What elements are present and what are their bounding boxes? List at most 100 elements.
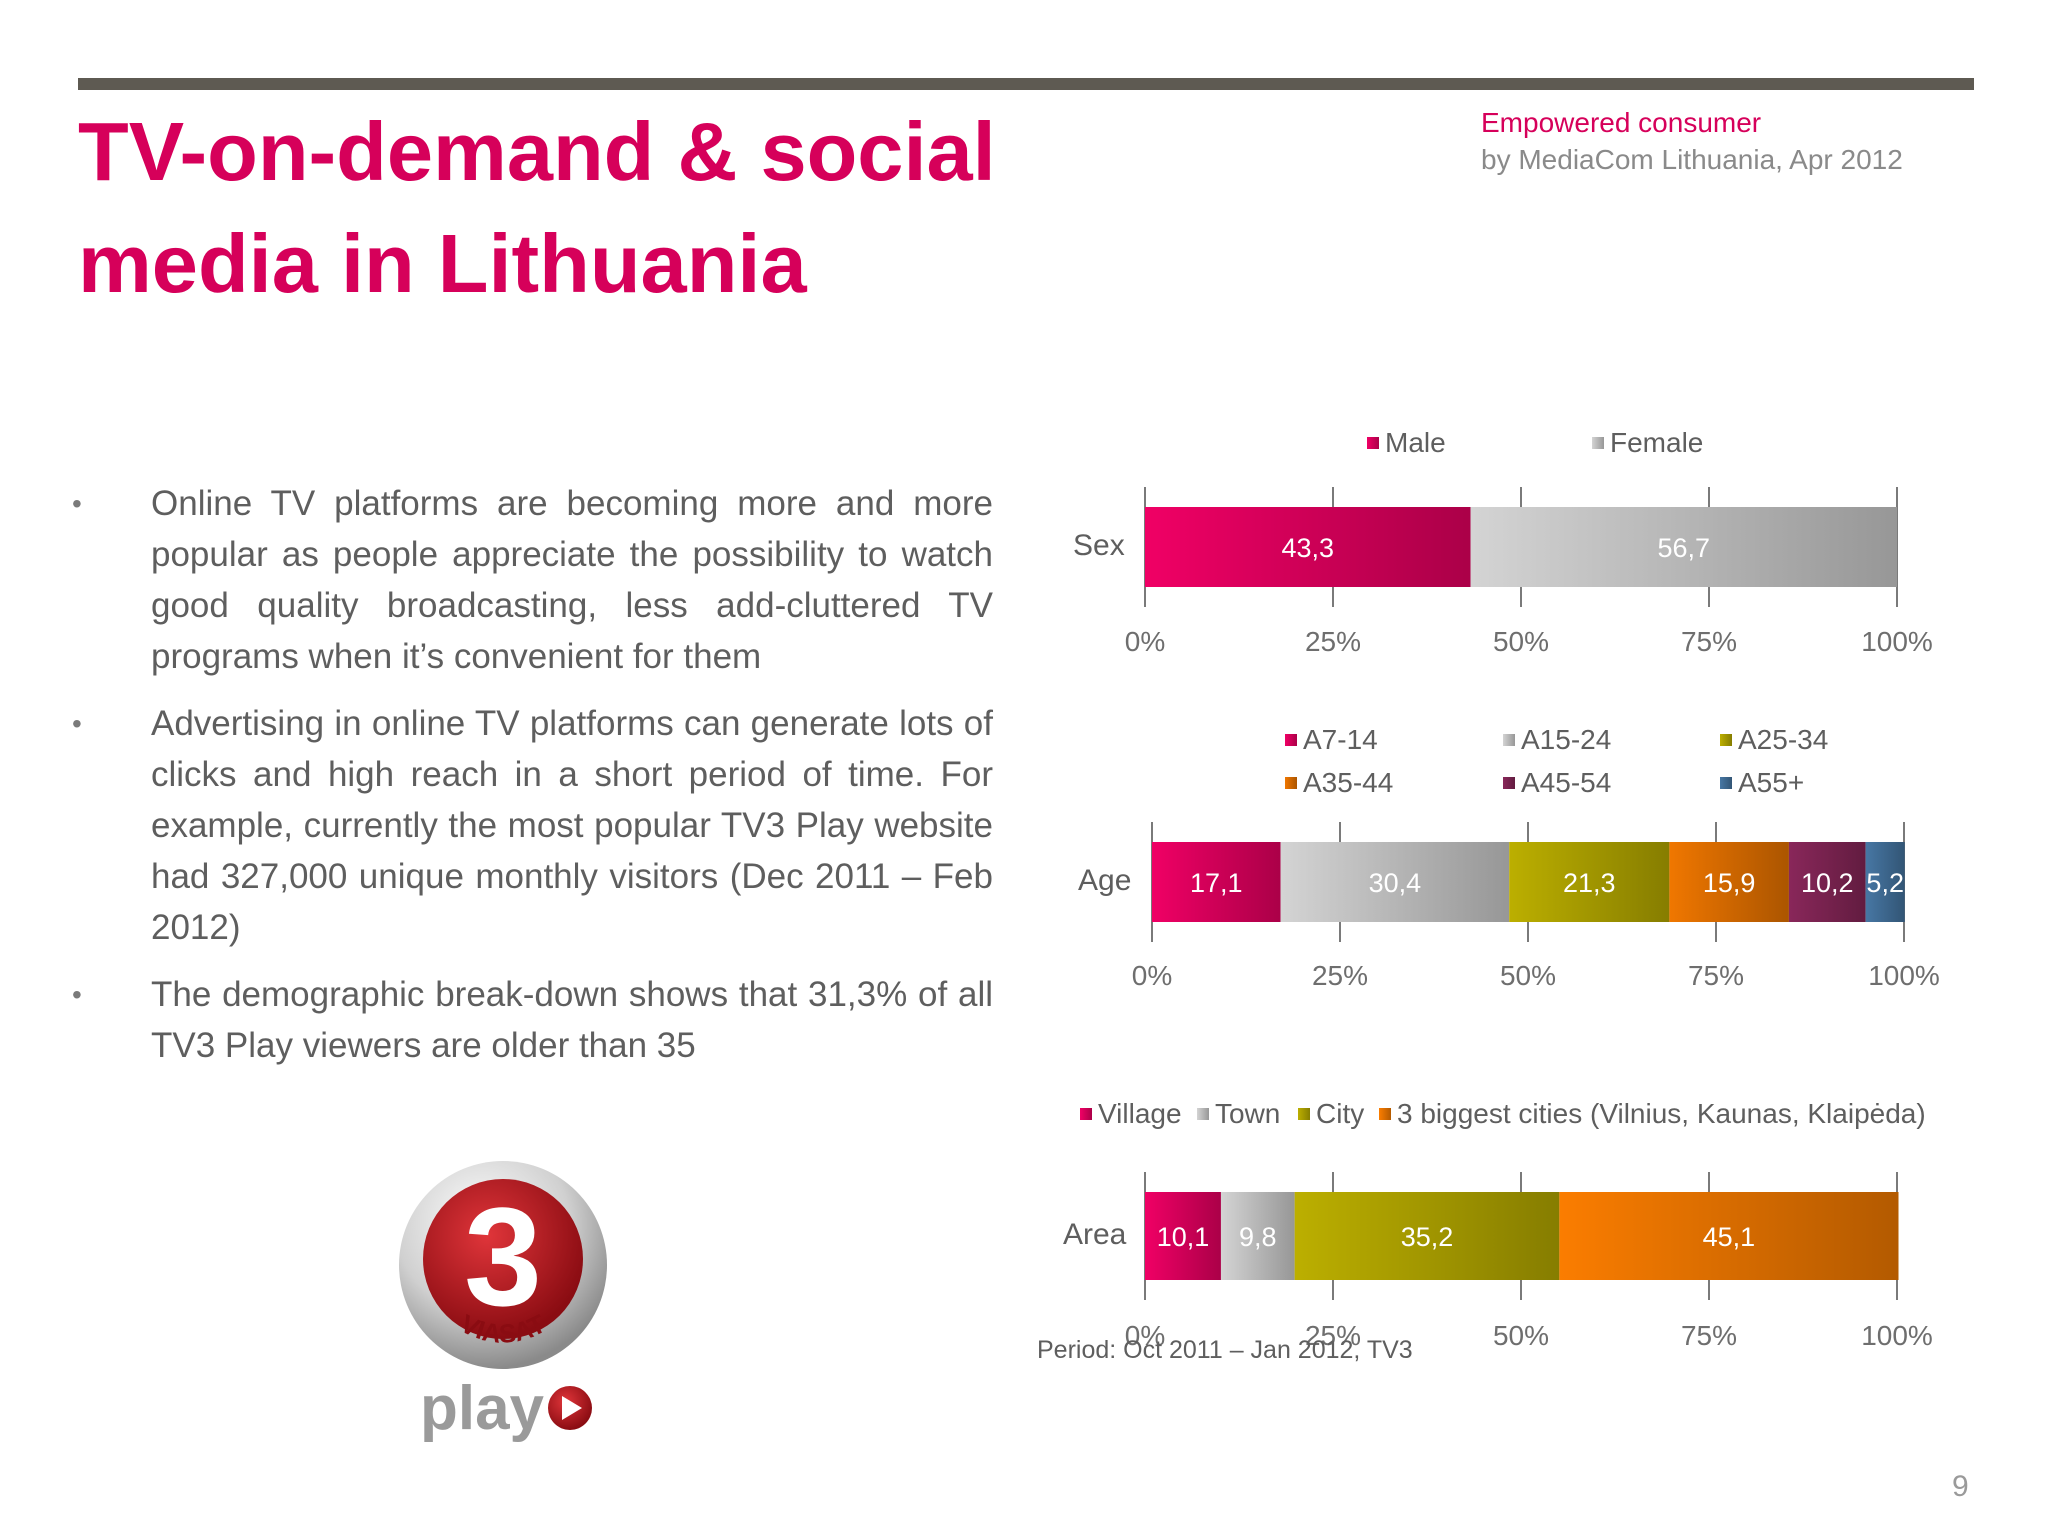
bar-data-label: 10,1 [1157,1222,1210,1252]
legend-item: Town [1197,1098,1280,1130]
title-line-2: media in Lithuania [78,217,807,310]
bar-segment-male [1145,507,1471,587]
legend-swatch-icon [1379,1107,1391,1120]
bar-segment-village [1145,1192,1221,1280]
period-note: Period: Oct 2011 – Jan 2012, TV3 [1037,1336,1413,1364]
x-tick-label: 0% [1131,960,1173,991]
bar-segment-3-biggest-cities-vilnius-kaunas-klaip-da- [1559,1192,1899,1280]
bar-segment-a55- [1865,842,1905,922]
legend-item: Male [1367,427,1446,459]
bar-segment-a25-34 [1509,842,1670,922]
x-tick-label: 50% [1492,1320,1550,1351]
tv3-play-logo: 3 VIASAT play [399,1161,607,1443]
legend-item: A45-54 [1503,767,1611,799]
legend-swatch-icon [1285,733,1297,746]
legend-swatch-icon [1503,733,1515,746]
bullet-text: Online TV platforms are becoming more an… [151,484,993,676]
legend-item: A7-14 [1285,724,1378,756]
bullet-list: • Online TV platforms are becoming more … [68,478,993,1087]
legend-swatch-icon [1720,733,1732,746]
legend-label: Female [1610,427,1704,458]
legend-item: A25-34 [1720,724,1828,756]
category-label: Age [1078,864,1132,897]
legend-label: City [1316,1098,1365,1129]
logo-red-disc [423,1179,583,1339]
bar-data-label: 30,4 [1369,868,1422,898]
legend-item: A15-24 [1503,724,1611,756]
bar-segment-female [1470,507,1897,587]
bar-data-label: 35,2 [1401,1222,1454,1252]
bullet-item: • Advertising in online TV platforms can… [68,698,993,953]
x-tick-label: 75% [1680,626,1738,657]
top-divider-bar [78,78,1974,90]
legend-swatch-icon [1367,436,1379,449]
x-tick-label: 100% [1861,626,1933,657]
legend-label: A35-44 [1303,767,1394,798]
bar-segment-a35-44 [1669,842,1789,922]
x-tick-label: 100% [1861,1320,1933,1351]
legend-label: A15-24 [1521,724,1612,755]
legend-label: A45-54 [1521,767,1612,798]
legend-label: A25-34 [1738,724,1829,755]
bullet-dot-icon: • [72,979,82,1010]
bar-data-label: 10,2 [1801,868,1854,898]
legend-item: Village [1080,1098,1182,1130]
subtitle-line-2: by MediaCom Lithuania, Apr 2012 [1481,144,1903,175]
x-tick-label: 25% [1311,960,1369,991]
legend-swatch-icon [1503,776,1515,789]
x-tick-label: 0% [1124,626,1166,657]
bar-data-label: 56,7 [1658,533,1711,563]
bar-data-label: 45,1 [1703,1222,1756,1252]
title-line-1: TV-on-demand & social [78,105,996,198]
bar-data-label: 9,8 [1239,1222,1277,1252]
bar-data-label: 43,3 [1282,533,1335,563]
bar-segment-city [1294,1192,1560,1280]
legend-item: A55+ [1720,767,1804,799]
x-tick-label: 100% [1868,960,1940,991]
bullet-dot-icon: • [72,708,82,739]
x-tick-label: 75% [1687,960,1745,991]
bullet-text: The demographic break-down shows that 31… [151,975,993,1065]
category-label: Sex [1073,529,1125,562]
page-number: 9 [1952,1470,1969,1503]
legend-swatch-icon [1298,1107,1310,1120]
legend-label: A55+ [1738,767,1805,798]
legend-swatch-icon [1197,1107,1209,1120]
page-title: TV-on-demand & social media in Lithuania [78,96,1078,320]
play-triangle-icon [562,1396,582,1420]
legend-label: A7-14 [1303,724,1378,755]
bar-data-label: 5,2 [1866,868,1904,898]
bar-data-label: 21,3 [1563,868,1616,898]
legend-swatch-icon [1592,436,1604,449]
legend-label: Town [1215,1098,1281,1129]
x-tick-label: 25% [1304,626,1362,657]
logo-word: play [420,1374,545,1443]
bullet-item: • The demographic break-down shows that … [68,969,993,1071]
bar-segment-town [1220,1192,1295,1280]
bar-segment-a45-54 [1788,842,1866,922]
legend-label: Village [1098,1098,1182,1129]
subtitle-line-1: Empowered consumer [1481,107,1762,138]
x-tick-label: 50% [1499,960,1557,991]
legend-item: City [1298,1098,1364,1130]
bar-data-label: 15,9 [1703,868,1756,898]
bullet-dot-icon: • [72,488,82,519]
x-tick-label: 50% [1492,626,1550,657]
subtitle: Empowered consumer by MediaCom Lithuania… [1481,104,1903,178]
category-label: Area [1063,1218,1127,1251]
legend-item: Female [1592,427,1703,459]
x-tick-label: 75% [1680,1320,1738,1351]
bar-data-label: 17,1 [1190,868,1243,898]
bar-segment-a15-24 [1280,842,1510,922]
legend-item: A35-44 [1285,767,1393,799]
legend-label: 3 biggest cities (Vilnius, Kaunas, Klaip… [1397,1098,1926,1129]
x-tick-label: 25% [1304,1320,1362,1351]
legend-label: Male [1385,427,1446,458]
legend-swatch-icon [1080,1107,1092,1120]
bullet-item: • Online TV platforms are becoming more … [68,478,993,682]
bullet-text: Advertising in online TV platforms can g… [151,704,993,947]
logo-number: 3 [464,1178,542,1335]
legend-item: 3 biggest cities (Vilnius, Kaunas, Klaip… [1379,1098,1926,1130]
x-tick-label: 0% [1124,1320,1166,1351]
